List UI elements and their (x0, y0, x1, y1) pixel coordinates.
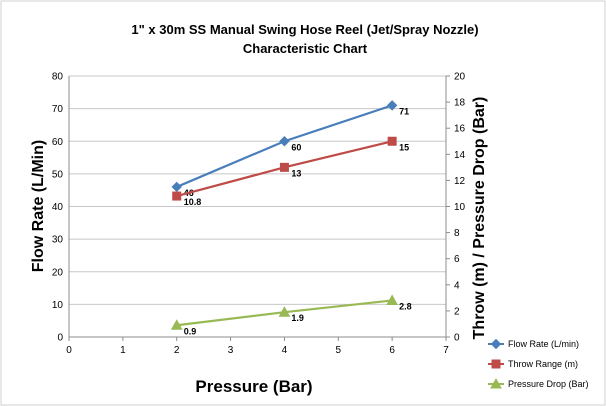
y2-tick-label: 10 (454, 202, 466, 213)
data-label-throw-range-m: 13 (291, 168, 301, 178)
data-label-throw-range-m: 10.8 (184, 197, 202, 207)
data-point-flow-rate-l-min (279, 136, 290, 147)
y-tick-label: 60 (52, 137, 64, 148)
y2-tick-label: 18 (454, 98, 466, 109)
x-axis-title: Pressure (Bar) (195, 377, 312, 396)
data-point-pressure-drop-bar (278, 306, 291, 317)
y2-tick-label: 6 (454, 254, 460, 265)
legend-marker-pressure-drop-bar (490, 377, 502, 389)
data-point-throw-range-m (279, 162, 289, 172)
x-tick-label: 4 (282, 345, 288, 356)
y-tick-label: 0 (57, 333, 63, 344)
data-label-flow-rate-l-min: 71 (399, 106, 409, 116)
data-point-throw-range-m (172, 191, 182, 201)
x-tick-label: 7 (443, 345, 449, 356)
y2-tick-label: 12 (454, 176, 466, 187)
data-label-pressure-drop-bar: 1.9 (291, 313, 304, 323)
data-point-pressure-drop-bar (170, 319, 183, 330)
y-tick-label: 70 (52, 104, 64, 115)
y-tick-label: 20 (52, 267, 64, 278)
x-tick-label: 3 (228, 345, 234, 356)
legend-label-throw-range-m: Throw Range (m) (508, 359, 578, 369)
y2-tick-label: 14 (454, 150, 466, 161)
data-label-pressure-drop-bar: 2.8 (399, 301, 412, 311)
y-tick-label: 50 (52, 169, 64, 180)
chart-subtitle: Characteristic Chart (243, 41, 368, 56)
data-point-throw-range-m (387, 136, 397, 146)
y-tick-label: 30 (52, 235, 64, 246)
y-tick-label: 40 (52, 202, 64, 213)
y2-tick-label: 16 (454, 124, 466, 135)
y2-tick-label: 2 (454, 306, 460, 317)
y2-tick-label: 4 (454, 280, 460, 291)
y2-tick-label: 8 (454, 228, 460, 239)
x-tick-label: 1 (120, 345, 126, 356)
y2-axis-title: Throw (m) / Pressure Drop (Bar) (471, 97, 488, 340)
x-tick-label: 0 (66, 345, 72, 356)
data-point-flow-rate-l-min (386, 100, 398, 111)
legend-label-flow-rate-l-min: Flow Rate (L/min) (508, 339, 579, 349)
legend-marker-flow-rate-l-min (490, 338, 502, 350)
chart-title: 1" x 30m SS Manual Swing Hose Reel (Jet/… (131, 22, 478, 37)
data-label-throw-range-m: 15 (399, 142, 409, 152)
x-tick-label: 5 (336, 345, 342, 356)
y2-tick-label: 20 (454, 72, 466, 83)
y-tick-label: 80 (52, 72, 64, 83)
y2-tick-label: 0 (454, 333, 460, 344)
x-tick-label: 6 (389, 345, 395, 356)
legend: Flow Rate (L/min) Throw Range (m) Pressure… (488, 338, 589, 389)
data-label-flow-rate-l-min: 60 (291, 142, 301, 152)
legend-label-pressure-drop-bar: Pressure Drop (Bar) (508, 379, 589, 389)
data-point-flow-rate-l-min (171, 181, 182, 193)
y-tick-label: 10 (52, 300, 64, 311)
data-label-pressure-drop-bar: 0.9 (184, 326, 197, 336)
data-point-pressure-drop-bar (386, 294, 398, 305)
legend-marker-throw-range-m (491, 359, 501, 369)
x-tick-label: 2 (174, 345, 180, 356)
y-axis-title: Flow Rate (L/Min) (30, 140, 47, 272)
